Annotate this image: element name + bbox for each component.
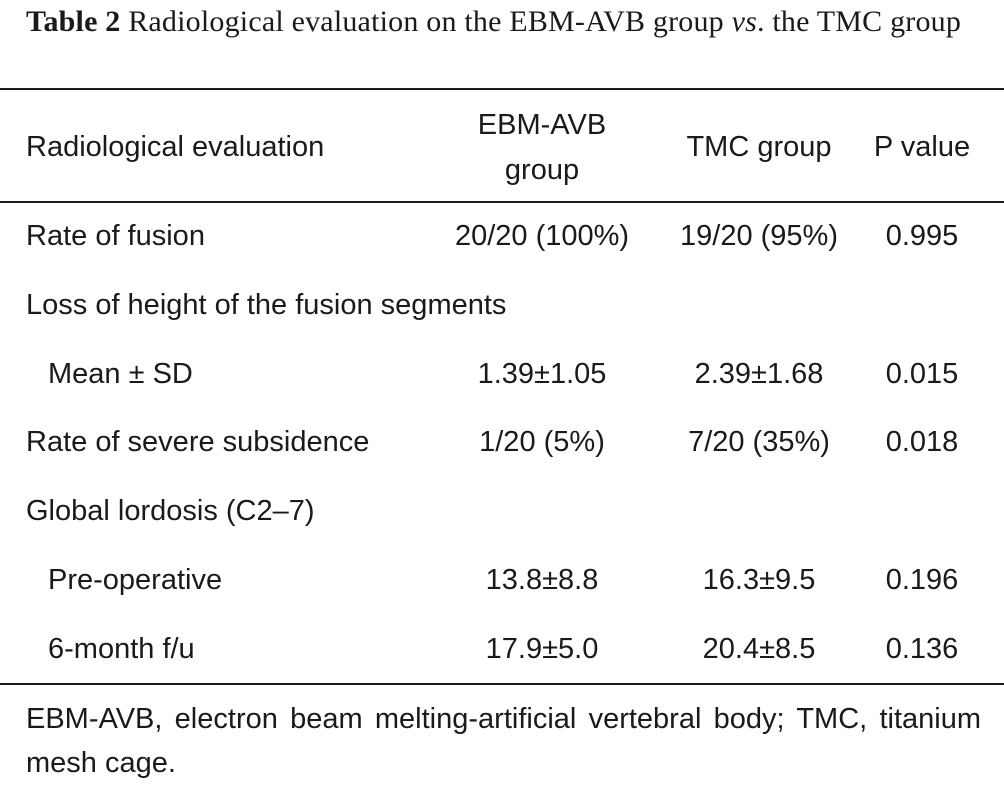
cell-p-6-month-fu: 0.136 <box>885 633 959 665</box>
cell-tmc-severe-subsidence: 7/20 (35%) <box>688 426 830 458</box>
cell-p-rate-of-fusion: 0.995 <box>885 220 959 252</box>
top-rule <box>0 88 1004 90</box>
caption-italic-vs: vs <box>731 5 757 38</box>
header-rule <box>0 201 1004 203</box>
row-label-6-month-fu: 6-month f/u <box>48 633 195 665</box>
cell-p-severe-subsidence: 0.018 <box>885 426 959 458</box>
caption-text-before: Radiological evaluation on the EBM-AVB g… <box>120 5 732 38</box>
row-label-rate-of-fusion: Rate of fusion <box>26 220 205 252</box>
cell-tmc-mean-sd: 2.39±1.68 <box>694 358 824 390</box>
caption-text-after: . the TMC group <box>756 5 962 38</box>
cell-ebm-rate-of-fusion: 20/20 (100%) <box>454 220 630 252</box>
cell-ebm-6-month-fu: 17.9±5.0 <box>485 633 599 665</box>
header-tmc-group: TMC group <box>686 131 832 163</box>
cell-tmc-rate-of-fusion: 19/20 (95%) <box>680 220 838 252</box>
header-radiological-evaluation: Radiological evaluation <box>26 131 325 163</box>
header-ebm-avb-line1: EBM-AVB <box>477 109 607 141</box>
cell-tmc-pre-operative: 16.3±9.5 <box>702 564 816 596</box>
row-label-loss-of-height: Loss of height of the fusion segments <box>26 289 507 321</box>
cell-ebm-severe-subsidence: 1/20 (5%) <box>479 426 605 458</box>
cell-tmc-6-month-fu: 20.4±8.5 <box>702 633 816 665</box>
table-label: Table 2 <box>26 5 121 38</box>
cell-ebm-mean-sd: 1.39±1.05 <box>477 358 607 390</box>
cell-p-pre-operative: 0.196 <box>885 564 959 596</box>
table-footnote: EBM-AVB, electron beam melting-artificia… <box>26 703 981 779</box>
bottom-rule <box>0 683 1004 685</box>
row-label-mean-sd: Mean ± SD <box>48 358 193 390</box>
row-label-pre-operative: Pre-operative <box>48 564 223 596</box>
row-label-global-lordosis: Global lordosis (C2–7) <box>26 495 315 527</box>
row-label-severe-subsidence: Rate of severe subsidence <box>26 426 370 458</box>
cell-ebm-pre-operative: 13.8±8.8 <box>485 564 599 596</box>
table-caption: Table 2 Radiological evaluation on the E… <box>26 0 981 44</box>
cell-p-mean-sd: 0.015 <box>885 358 959 390</box>
header-ebm-avb-line2: group <box>504 154 580 186</box>
header-p-value: P value <box>873 131 971 163</box>
